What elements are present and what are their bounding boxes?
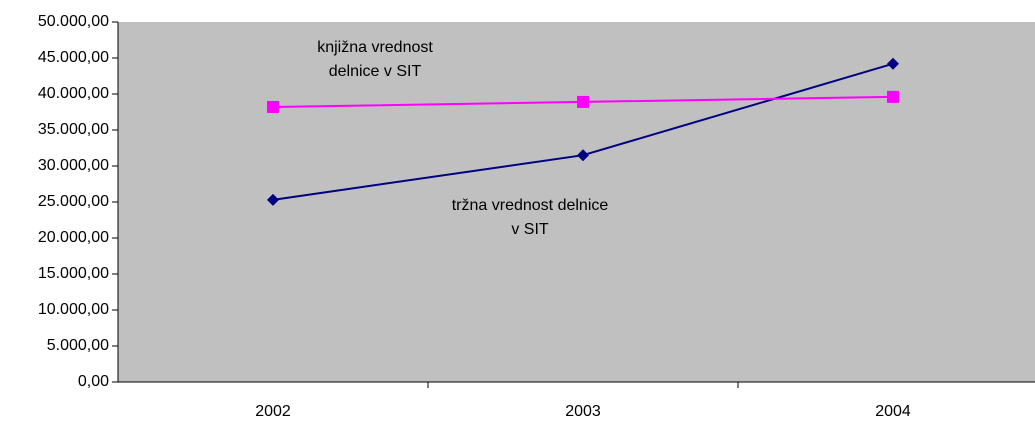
y-tick-label: 10.000,00 — [38, 301, 109, 318]
marker — [577, 149, 589, 162]
y-tick-label: 40.000,00 — [38, 85, 109, 102]
marker — [887, 57, 899, 70]
y-tick-label: 35.000,00 — [38, 121, 109, 138]
marker — [267, 193, 279, 206]
y-tick-label: 20.000,00 — [38, 229, 109, 246]
x-tick-label: 2003 — [565, 403, 601, 420]
marker — [577, 95, 589, 108]
annotation: tržna vrednost delnice — [452, 197, 609, 214]
x-tick-label: 2002 — [255, 403, 291, 420]
y-tick-label: 30.000,00 — [38, 157, 109, 174]
y-tick-label: 5.000,00 — [47, 337, 109, 354]
annotation: knjižna vrednost — [317, 39, 433, 56]
annotation: delnice v SIT — [329, 63, 422, 80]
marker — [267, 100, 279, 113]
y-tick-label: 25.000,00 — [38, 193, 109, 210]
annotation: v SIT — [511, 221, 549, 238]
y-tick-label: 45.000,00 — [38, 49, 109, 66]
x-tick-label: 2004 — [875, 403, 911, 420]
marker — [887, 90, 899, 103]
y-tick-label: 15.000,00 — [38, 265, 109, 282]
y-tick-label: 0,00 — [78, 373, 109, 390]
y-tick-label: 50.000,00 — [38, 13, 109, 30]
